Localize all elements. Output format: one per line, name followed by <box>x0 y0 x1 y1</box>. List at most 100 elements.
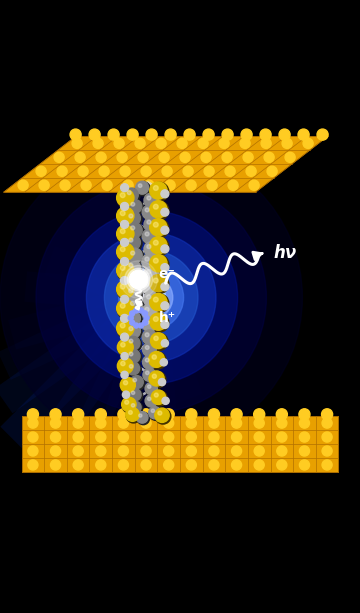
Circle shape <box>135 139 145 148</box>
Circle shape <box>60 180 70 190</box>
Circle shape <box>86 233 216 362</box>
Circle shape <box>153 297 158 302</box>
Circle shape <box>121 221 129 229</box>
Circle shape <box>117 243 134 261</box>
Circle shape <box>142 280 159 296</box>
Circle shape <box>177 139 187 148</box>
Circle shape <box>203 129 214 140</box>
Circle shape <box>54 152 64 162</box>
Circle shape <box>165 180 175 190</box>
Circle shape <box>126 337 140 350</box>
Circle shape <box>144 292 159 307</box>
Circle shape <box>117 189 136 208</box>
Circle shape <box>50 409 61 420</box>
Circle shape <box>147 295 151 299</box>
Circle shape <box>143 343 156 357</box>
Circle shape <box>127 268 150 291</box>
Circle shape <box>161 245 169 253</box>
Circle shape <box>120 166 130 177</box>
Circle shape <box>231 446 242 456</box>
Circle shape <box>143 311 148 316</box>
Circle shape <box>148 397 151 400</box>
Circle shape <box>151 333 168 351</box>
Circle shape <box>150 333 166 349</box>
Circle shape <box>254 418 264 428</box>
Circle shape <box>121 314 129 322</box>
Circle shape <box>144 369 157 383</box>
Circle shape <box>121 295 129 303</box>
Circle shape <box>121 361 125 366</box>
Circle shape <box>129 200 144 215</box>
Circle shape <box>117 226 136 244</box>
Circle shape <box>282 139 292 148</box>
Circle shape <box>254 432 264 442</box>
Circle shape <box>126 236 142 251</box>
Circle shape <box>128 274 144 289</box>
Circle shape <box>125 265 153 294</box>
Circle shape <box>160 359 167 366</box>
Circle shape <box>81 180 91 190</box>
Circle shape <box>143 356 156 369</box>
Circle shape <box>117 262 136 281</box>
Circle shape <box>117 189 134 207</box>
Circle shape <box>209 460 219 470</box>
Circle shape <box>126 286 143 302</box>
Circle shape <box>162 166 172 177</box>
Circle shape <box>150 219 167 236</box>
Circle shape <box>122 398 138 413</box>
Circle shape <box>150 254 167 272</box>
Circle shape <box>161 208 169 216</box>
Circle shape <box>18 180 28 190</box>
Circle shape <box>139 414 142 417</box>
Circle shape <box>143 230 158 245</box>
Circle shape <box>300 460 310 470</box>
Circle shape <box>126 261 142 276</box>
Circle shape <box>130 276 173 319</box>
Circle shape <box>299 409 310 420</box>
Circle shape <box>144 180 154 190</box>
Circle shape <box>27 409 39 420</box>
Circle shape <box>143 356 158 371</box>
Circle shape <box>209 446 219 456</box>
Circle shape <box>126 311 142 327</box>
Circle shape <box>57 166 67 177</box>
Circle shape <box>130 376 143 389</box>
Circle shape <box>150 294 167 311</box>
Circle shape <box>141 460 151 470</box>
Circle shape <box>136 182 150 196</box>
Circle shape <box>129 352 133 356</box>
Circle shape <box>246 166 256 177</box>
Circle shape <box>143 330 158 346</box>
Circle shape <box>231 409 242 420</box>
Circle shape <box>317 129 328 140</box>
Circle shape <box>161 226 169 234</box>
Circle shape <box>50 460 60 470</box>
Circle shape <box>117 320 136 338</box>
Circle shape <box>117 208 136 226</box>
Circle shape <box>300 418 310 428</box>
Circle shape <box>222 152 232 162</box>
Circle shape <box>142 229 157 243</box>
Circle shape <box>131 403 135 407</box>
Circle shape <box>127 350 142 365</box>
Circle shape <box>149 407 162 421</box>
Circle shape <box>118 340 135 357</box>
Circle shape <box>39 180 49 190</box>
Circle shape <box>114 139 124 148</box>
Circle shape <box>75 152 85 162</box>
Circle shape <box>145 358 149 362</box>
Circle shape <box>28 418 38 428</box>
Circle shape <box>120 378 135 392</box>
Circle shape <box>249 180 259 190</box>
Circle shape <box>149 406 161 419</box>
Circle shape <box>146 292 157 303</box>
Circle shape <box>120 229 125 234</box>
Circle shape <box>131 391 135 394</box>
Circle shape <box>145 333 149 337</box>
Circle shape <box>161 340 168 347</box>
Bar <box>22 416 338 472</box>
Circle shape <box>149 352 166 369</box>
Circle shape <box>154 336 158 341</box>
Circle shape <box>128 249 144 264</box>
Circle shape <box>96 460 106 470</box>
